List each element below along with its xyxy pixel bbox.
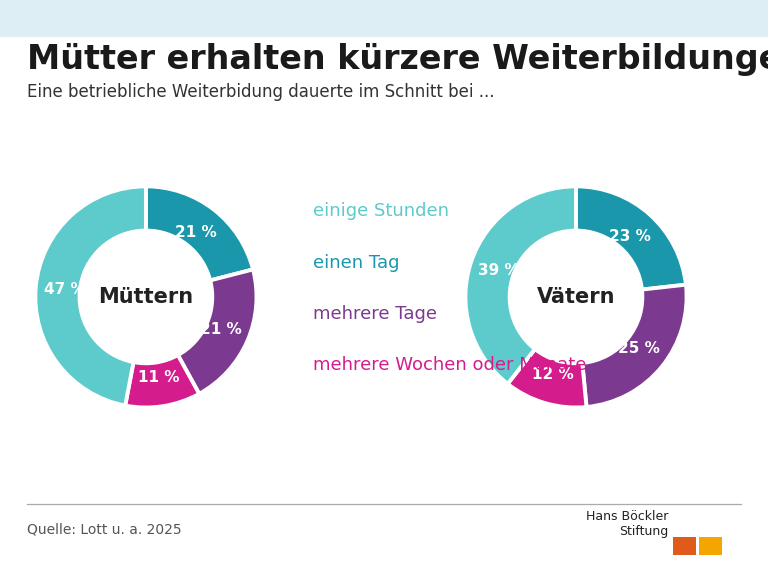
Text: 25 %: 25 % — [618, 341, 660, 356]
Wedge shape — [508, 349, 587, 408]
Text: 12 %: 12 % — [532, 367, 574, 383]
Text: mehrere Tage: mehrere Tage — [313, 305, 437, 323]
Text: Eine betriebliche Weiterbidung dauerte im Schnitt bei ...: Eine betriebliche Weiterbidung dauerte i… — [27, 83, 495, 101]
Text: 47 %: 47 % — [44, 282, 86, 297]
Text: einen Tag: einen Tag — [313, 254, 400, 272]
Text: 23 %: 23 % — [609, 229, 651, 244]
Wedge shape — [146, 186, 253, 280]
Text: 21 %: 21 % — [200, 321, 241, 337]
Text: 39 %: 39 % — [478, 263, 520, 278]
Wedge shape — [178, 270, 257, 394]
Text: Vätern: Vätern — [537, 287, 615, 307]
Text: 11 %: 11 % — [138, 369, 180, 385]
Wedge shape — [576, 186, 686, 289]
Wedge shape — [35, 186, 146, 405]
Text: Müttern: Müttern — [98, 287, 194, 307]
Text: mehrere Wochen oder Monate: mehrere Wochen oder Monate — [313, 356, 587, 375]
Text: einige Stunden: einige Stunden — [313, 202, 449, 220]
Wedge shape — [582, 285, 687, 407]
Text: Mütter erhalten kürzere Weiterbildungen: Mütter erhalten kürzere Weiterbildungen — [27, 43, 768, 76]
Text: 21 %: 21 % — [175, 225, 217, 240]
Wedge shape — [465, 186, 576, 384]
Wedge shape — [125, 355, 199, 408]
Text: Hans Böckler
Stiftung: Hans Böckler Stiftung — [586, 510, 668, 538]
Text: Quelle: Lott u. a. 2025: Quelle: Lott u. a. 2025 — [27, 523, 181, 537]
